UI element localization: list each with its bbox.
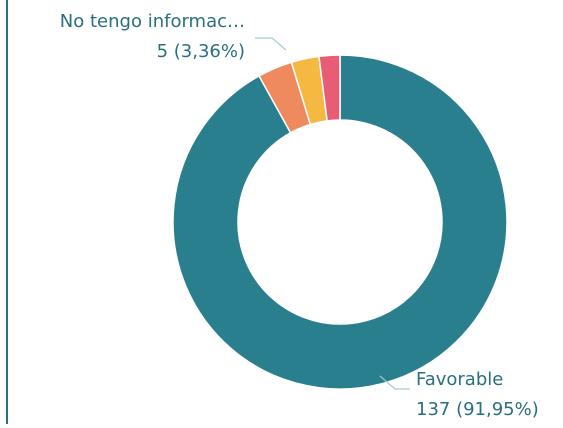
leader-line (379, 375, 410, 390)
leader-line (255, 37, 287, 51)
donut-segment (172, 54, 508, 390)
donut-segment (318, 54, 341, 122)
data-label-value: 5 (3,36%) (157, 41, 245, 62)
data-label-name: No tengo informac… (60, 11, 245, 32)
data-label-name: Favorable (416, 369, 503, 390)
data-label-value: 137 (91,95%) (416, 399, 539, 420)
